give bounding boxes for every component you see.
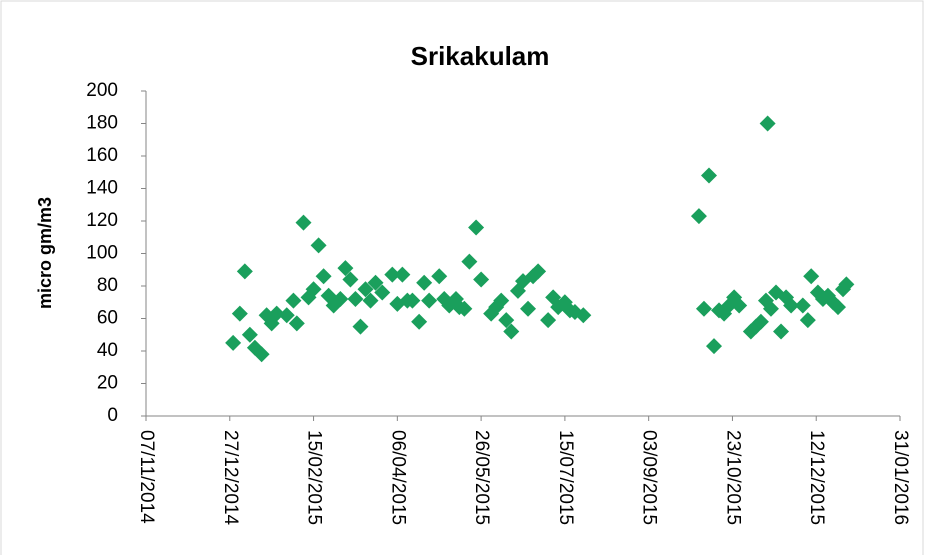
x-tick-label: 07/11/2014 xyxy=(136,430,157,524)
data-point xyxy=(347,291,364,307)
y-tick-label: 200 xyxy=(86,80,118,101)
data-point xyxy=(799,312,816,329)
x-tick-label: 26/05/2015 xyxy=(471,430,492,525)
data-point xyxy=(225,334,242,351)
data-point xyxy=(362,292,379,309)
y-tick-label: 120 xyxy=(86,210,118,231)
data-point xyxy=(421,292,438,309)
data-point xyxy=(285,292,302,309)
data-point xyxy=(357,281,374,298)
data-point xyxy=(838,276,855,293)
data-point xyxy=(473,271,490,288)
data-point xyxy=(456,300,473,317)
data-point xyxy=(416,274,433,291)
data-point xyxy=(762,300,779,317)
data-point xyxy=(503,323,520,340)
data-point xyxy=(241,326,258,343)
data-point xyxy=(337,260,354,277)
data-point xyxy=(461,253,478,270)
data-point xyxy=(278,307,295,324)
y-tick-label: 80 xyxy=(97,275,118,296)
data-point xyxy=(575,307,592,324)
data-point xyxy=(394,266,411,283)
data-point xyxy=(236,263,253,280)
y-tick-label: 180 xyxy=(86,113,118,134)
data-point xyxy=(253,346,270,363)
data-point xyxy=(498,312,515,329)
data-point xyxy=(305,281,322,298)
data-point xyxy=(695,300,712,317)
y-tick-label: 100 xyxy=(86,243,118,264)
y-tick-label: 0 xyxy=(107,405,118,426)
data-point xyxy=(342,271,359,288)
data-point xyxy=(288,315,305,332)
data-point xyxy=(332,291,349,307)
data-point xyxy=(690,208,707,225)
data-point xyxy=(268,305,285,322)
y-tick-label: 60 xyxy=(97,308,118,329)
data-point xyxy=(783,297,800,314)
y-tick-label: 140 xyxy=(86,178,118,199)
x-tick-label: 31/01/2016 xyxy=(890,430,911,525)
data-point xyxy=(759,115,776,132)
data-point xyxy=(700,167,717,184)
x-tick-label: 23/10/2015 xyxy=(722,430,743,525)
y-tick-label: 160 xyxy=(86,145,118,166)
data-point xyxy=(773,323,790,340)
data-point xyxy=(731,297,748,314)
x-tick-label: 06/04/2015 xyxy=(387,430,408,525)
y-tick-label: 40 xyxy=(97,340,118,361)
data-point xyxy=(367,274,384,291)
data-point xyxy=(404,292,421,309)
data-point xyxy=(752,313,769,330)
data-point xyxy=(411,313,428,330)
x-tick-label: 15/07/2015 xyxy=(555,430,576,525)
x-tick-label: 15/02/2015 xyxy=(304,430,325,525)
x-tick-label: 27/12/2014 xyxy=(220,430,241,526)
x-tick-label: 12/12/2015 xyxy=(806,430,827,525)
data-point xyxy=(706,338,723,355)
data-point xyxy=(374,284,391,301)
data-point xyxy=(384,266,401,283)
data-point xyxy=(830,299,847,316)
data-point xyxy=(540,312,557,329)
x-tick-label: 03/09/2015 xyxy=(639,430,660,525)
data-point xyxy=(315,268,332,285)
data-point xyxy=(530,263,547,280)
data-point xyxy=(803,268,820,285)
data-point xyxy=(431,268,448,285)
data-point xyxy=(520,300,537,317)
data-point xyxy=(794,297,811,314)
data-point xyxy=(468,219,485,236)
y-tick-label: 20 xyxy=(97,373,118,394)
data-point xyxy=(310,237,327,254)
y-axis-label: micro gm/m3 xyxy=(35,197,55,309)
data-point xyxy=(295,214,312,231)
data-point xyxy=(493,292,510,309)
data-point xyxy=(352,318,369,335)
data-point xyxy=(231,305,248,322)
chart-title: Srikakulam xyxy=(411,41,550,71)
